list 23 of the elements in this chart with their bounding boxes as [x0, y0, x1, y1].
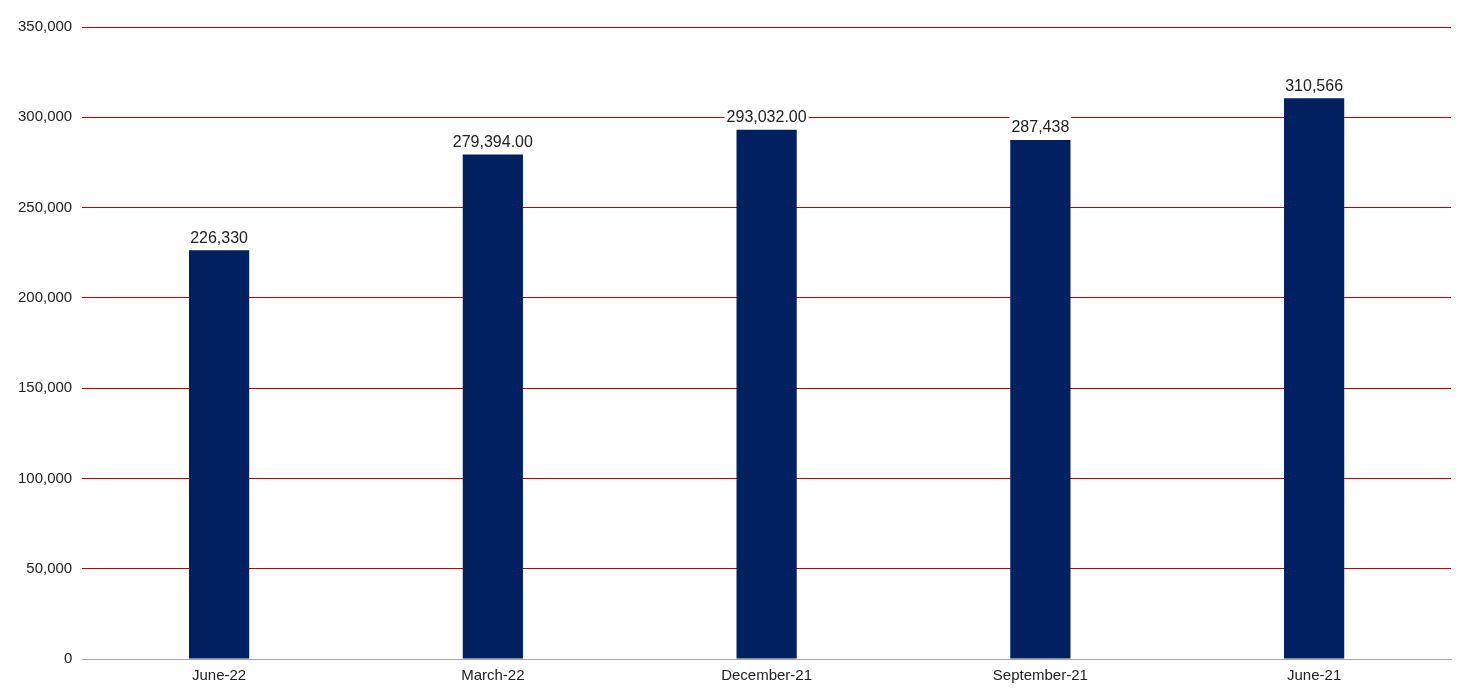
y-tick-label: 150,000	[17, 378, 73, 396]
data-label: 293,032.00	[726, 108, 807, 126]
y-tick-label: 100,000	[17, 468, 73, 486]
y-tick-label: 300,000	[17, 107, 73, 125]
y-tick-label: 350,000	[17, 17, 73, 35]
data-label: 310,566	[1285, 76, 1344, 94]
bar	[736, 129, 797, 659]
bar	[462, 154, 523, 659]
x-tick-label: September-21	[992, 666, 1088, 684]
data-label: 279,394.00	[452, 132, 533, 150]
bar	[1284, 98, 1345, 659]
data-label: 287,438	[1011, 118, 1070, 136]
y-tick-label: 200,000	[17, 288, 73, 305]
x-tick-label: June-21	[1287, 666, 1342, 684]
x-tick-label: June-22	[191, 666, 247, 684]
y-tick-label: 0	[63, 649, 73, 667]
x-tick-label: March-22	[461, 666, 525, 684]
bar	[188, 250, 250, 659]
y-tick-label: 250,000	[17, 197, 73, 215]
data-label: 226,330	[190, 228, 249, 246]
x-tick-label: December-21	[721, 666, 813, 684]
bar	[1010, 139, 1071, 659]
y-tick-label: 50,000	[26, 558, 73, 576]
